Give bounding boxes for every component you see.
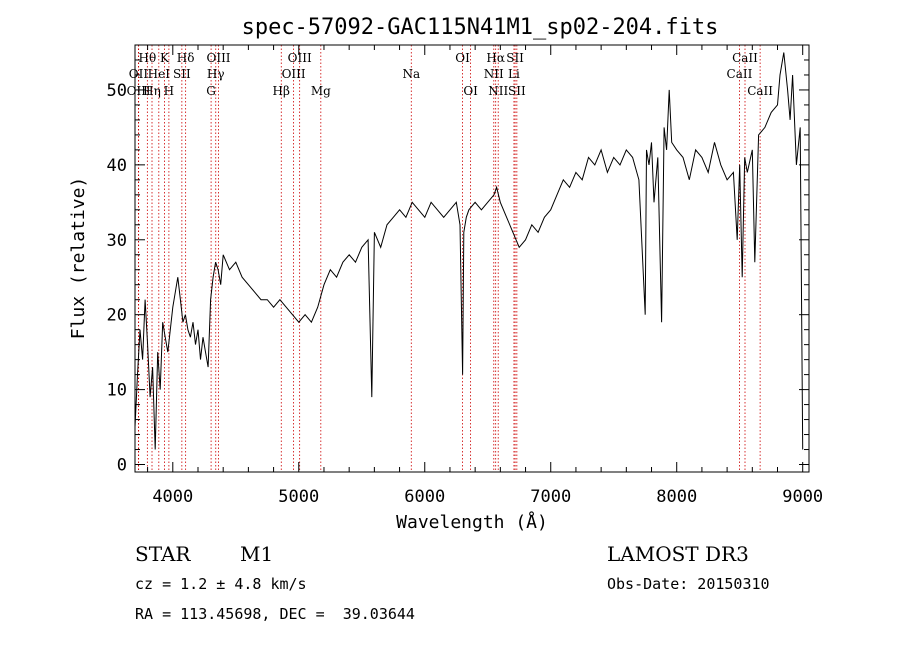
y-tick-label: 10 xyxy=(107,381,127,401)
y-tick-label: 0 xyxy=(117,456,127,476)
x-tick-label: 8000 xyxy=(656,487,697,507)
redshift-line: cz = 1.2 ± 4.8 km/s xyxy=(135,575,307,593)
spectral-line-label: K xyxy=(160,51,170,65)
y-tick-label: 20 xyxy=(107,306,127,326)
spectral-line-markers xyxy=(138,45,761,472)
spectral-line-label: Hα xyxy=(486,51,505,65)
spectral-line-label: OI xyxy=(463,84,478,98)
spectral-line-label: Li xyxy=(508,67,520,81)
axis-ticks xyxy=(135,45,809,472)
spectral-line-label: OIII xyxy=(288,51,312,65)
y-tick-label: 50 xyxy=(107,81,127,101)
spectral-line-label: NII xyxy=(484,67,504,81)
spectral-line-label: SII xyxy=(173,67,191,81)
object-subclass: M1 xyxy=(240,542,273,566)
spectral-line-label: Hδ xyxy=(177,51,195,65)
plot-frame xyxy=(134,44,810,473)
y-tick-label: 40 xyxy=(107,156,127,176)
obs-date-line: Obs-Date: 20150310 xyxy=(607,575,770,593)
spectral-line-label: NII xyxy=(488,84,508,98)
y-tick-label: 30 xyxy=(107,231,127,251)
survey-name: LAMOST DR3 xyxy=(607,542,749,566)
x-tick-label: 5000 xyxy=(278,487,319,507)
chart-title: spec-57092-GAC115N41M1_sp02-204.fits xyxy=(242,15,719,40)
spectrum-line xyxy=(134,52,804,450)
spectral-line-label: SII xyxy=(506,51,524,65)
spectral-line-label: Hβ xyxy=(273,84,290,98)
spectral-line-label: G xyxy=(206,84,216,98)
spectral-line-label: CaII xyxy=(732,51,758,65)
spectral-line-label: H xyxy=(164,84,174,98)
spectral-line-label: Hγ xyxy=(207,67,225,81)
spectral-line-label: CaII xyxy=(727,67,753,81)
spectral-line-label: Hθ xyxy=(138,51,156,65)
x-axis-label: Wavelength (Å) xyxy=(396,511,548,533)
spectral-line-label: Na xyxy=(402,67,420,81)
x-tick-label: 7000 xyxy=(530,487,571,507)
x-tick-label: 4000 xyxy=(152,487,193,507)
spectral-line-label: OIII xyxy=(282,67,306,81)
object-class: STAR xyxy=(135,542,191,566)
spectral-line-label: SII xyxy=(508,84,526,98)
x-tick-label: 6000 xyxy=(404,487,445,507)
spectral-line-label: Mg xyxy=(311,84,331,98)
spectral-line-label: OIII xyxy=(127,84,151,98)
spectral-line-label: OI xyxy=(455,51,470,65)
spectral-line-label: HeI xyxy=(148,67,171,81)
spectral-line-label: CaII xyxy=(747,84,773,98)
spectral-line-label: Hη xyxy=(143,84,161,98)
spectral-line-labels: Hθ OII OIII HeI Hη K H SII Hδ OIII Hγ G Hβ OIII OIII Mg… xyxy=(127,51,774,98)
coords-line: RA = 113.45698, DEC = 39.03644 xyxy=(135,605,415,623)
axis-tick-labels: 4000 5000 6000 7000 8000 9000 0 10 20 30 40 50 xyxy=(107,81,824,507)
spectral-line-label: OIII xyxy=(206,51,230,65)
spectral-line-label: OII xyxy=(129,67,149,81)
y-axis-label: Flux (relative) xyxy=(68,177,89,340)
x-tick-label: 9000 xyxy=(782,487,823,507)
